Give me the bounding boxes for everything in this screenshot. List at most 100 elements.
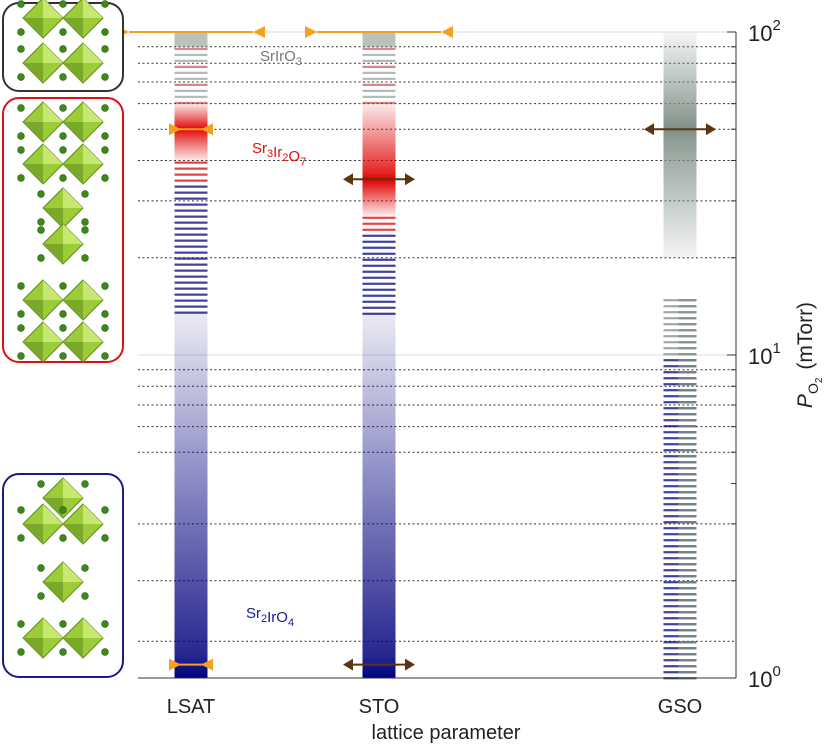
bar-stripe-mixed bbox=[678, 605, 697, 608]
y-tick-label: 101 bbox=[748, 340, 781, 369]
bar-stripe-mixed bbox=[678, 527, 697, 530]
bar-stripe bbox=[174, 275, 208, 278]
phase-label-subscript: 3 bbox=[267, 148, 273, 160]
grid-layer bbox=[138, 31, 736, 642]
y-tick-label: 102 bbox=[748, 17, 781, 46]
bar-stripe bbox=[362, 246, 396, 249]
sr-atom bbox=[37, 592, 45, 600]
phase-label-element: O bbox=[284, 48, 296, 65]
sr-atom bbox=[101, 282, 109, 290]
bar-stripe bbox=[174, 293, 208, 296]
marker-arrowhead bbox=[201, 658, 213, 671]
sr-atom bbox=[81, 480, 89, 488]
sr-atom bbox=[101, 506, 109, 514]
marker-lsat-inward bbox=[169, 123, 213, 136]
bar-stripe-mixed bbox=[678, 431, 697, 434]
octahedron-facet bbox=[63, 224, 83, 244]
marker-arrowhead bbox=[405, 658, 415, 671]
bar-stripe bbox=[174, 263, 208, 266]
sr-atom bbox=[81, 564, 89, 572]
bar-stripe-mixed bbox=[678, 455, 697, 458]
sr-atom bbox=[17, 73, 25, 81]
sr-atom bbox=[59, 506, 67, 514]
bar-stripe bbox=[362, 258, 396, 261]
x-tick-label-gso: GSO bbox=[658, 696, 702, 718]
bar-stripe bbox=[362, 276, 396, 279]
sr-atom bbox=[101, 132, 109, 140]
phase-label-srio3: SrIrO3 bbox=[260, 48, 302, 68]
bar-stripe bbox=[174, 281, 208, 284]
bar-segment-sto-sr214 bbox=[362, 312, 396, 678]
bar-stripe-mixed bbox=[678, 503, 697, 506]
bar-segment-sto-sr327 bbox=[362, 103, 396, 216]
octahedron-facet bbox=[43, 498, 63, 518]
bar-stripe-mixed bbox=[678, 395, 697, 398]
octahedron-facet bbox=[43, 0, 63, 18]
sr-atom bbox=[101, 534, 109, 542]
sr-atom bbox=[101, 620, 109, 628]
bar-stripe bbox=[174, 215, 208, 218]
sr-atom bbox=[101, 0, 109, 8]
marker-sto-outward bbox=[343, 173, 415, 186]
bar-stripe bbox=[362, 282, 396, 285]
octahedron-facet bbox=[63, 188, 83, 208]
sr-atom bbox=[59, 310, 67, 318]
bar-stripe-mixed bbox=[678, 533, 697, 536]
marker-gso-outward bbox=[644, 123, 716, 136]
bar-stripe-mixed bbox=[678, 623, 697, 626]
octahedron-facet bbox=[23, 524, 43, 544]
marker-arrowhead bbox=[343, 173, 353, 186]
y-tick-label: 100 bbox=[748, 663, 781, 692]
bar-stripe bbox=[174, 209, 208, 212]
bar-stripe-mixed bbox=[678, 515, 697, 518]
sr-atom bbox=[17, 146, 25, 154]
marker-arrowhead bbox=[201, 123, 213, 136]
octahedron-facet bbox=[83, 144, 103, 164]
bar-stripe bbox=[362, 83, 396, 86]
bar-stripe-mixed bbox=[678, 353, 697, 356]
bar-stripe bbox=[174, 227, 208, 230]
marker-arrowhead bbox=[169, 123, 181, 136]
bar-stripe bbox=[174, 89, 208, 92]
bar-stripe-mixed bbox=[678, 653, 697, 656]
y-tick-exponent: 2 bbox=[772, 17, 780, 34]
bar-stripe-mixed bbox=[678, 359, 697, 362]
octahedron-facet bbox=[63, 122, 83, 142]
bar-stripe bbox=[174, 245, 208, 248]
bar-stripe-mixed bbox=[678, 617, 697, 620]
sr-atom bbox=[17, 352, 25, 360]
sr-atom bbox=[17, 506, 25, 514]
octahedron-facet bbox=[63, 638, 83, 658]
bar-stripe-mixed bbox=[678, 341, 697, 344]
octahedron-facet bbox=[63, 478, 83, 498]
bar-stripe-mixed bbox=[678, 509, 697, 512]
sr-atom bbox=[17, 648, 25, 656]
bar-stripe-mixed bbox=[678, 671, 697, 674]
bar-stripe-mixed bbox=[678, 461, 697, 464]
bar-sto bbox=[362, 32, 396, 678]
sr-atom bbox=[101, 45, 109, 53]
bar-segment-sto-srio3 bbox=[362, 32, 396, 47]
octahedron-facet bbox=[83, 618, 103, 638]
bar-segment-gso-srio3 bbox=[663, 32, 697, 258]
bar-stripe-mixed bbox=[678, 371, 697, 374]
bar-stripe bbox=[174, 287, 208, 290]
octahedron-facet bbox=[43, 280, 63, 300]
octahedron-facet bbox=[23, 18, 43, 38]
bar-stripe bbox=[174, 179, 208, 182]
sr-atom bbox=[59, 0, 67, 8]
bar-stripe-mixed bbox=[678, 473, 697, 476]
bar-stripe-mixed bbox=[678, 593, 697, 596]
bar-stripe bbox=[362, 222, 396, 225]
sr-atom bbox=[37, 226, 45, 234]
marker-lsat-inward bbox=[169, 658, 213, 671]
bar-stripe-mixed bbox=[678, 329, 697, 332]
marker-sto-outward bbox=[343, 658, 415, 671]
marker-arrowhead bbox=[253, 26, 265, 38]
bar-stripe bbox=[174, 269, 208, 272]
bar-stripe-mixed bbox=[678, 383, 697, 386]
bar-stripe bbox=[362, 294, 396, 297]
octahedron-facet bbox=[63, 524, 83, 544]
